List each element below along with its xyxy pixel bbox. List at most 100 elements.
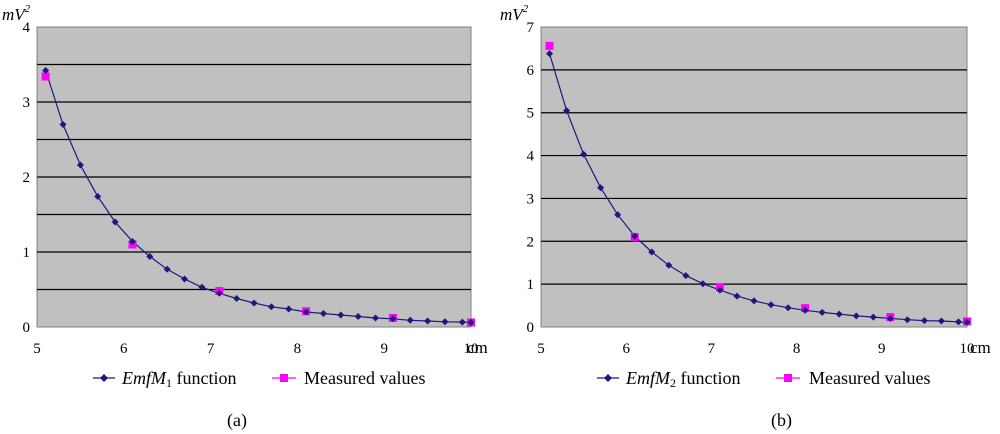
function-point-b-16	[818, 308, 826, 316]
legend-measured-marker-b	[784, 374, 792, 382]
function-point-b-5	[631, 232, 639, 240]
y-tick-label-b-6: 6	[527, 63, 535, 79]
y-tick-label-a-0: 0	[23, 320, 31, 336]
function-point-a-6	[146, 253, 154, 260]
function-point-b-8	[682, 272, 690, 280]
x-tick-label-b-1: 6	[622, 341, 630, 357]
function-point-b-7	[665, 261, 673, 269]
legend-b: EmfM2 function Measured values	[597, 368, 930, 390]
y-tick-label-a-1: 1	[23, 245, 31, 261]
legend-measured-label-a: Measured values	[304, 368, 425, 388]
function-point-b-11	[733, 292, 741, 300]
function-point-b-12	[750, 297, 758, 305]
caption-a: (a)	[227, 410, 247, 431]
function-point-a-10	[215, 289, 223, 297]
legend-function-label-b: EmfM2 function	[625, 368, 741, 390]
function-point-b-0	[546, 50, 554, 58]
x-axis-label-b: cm	[970, 338, 991, 357]
function-point-b-19	[869, 313, 877, 321]
y-tick-label-b-3: 3	[527, 191, 535, 207]
series-b	[545, 41, 971, 326]
y-tick-label-b-7: 7	[527, 20, 535, 36]
caption-b: (b)	[771, 410, 792, 431]
function-point-a-14	[285, 305, 293, 313]
function-point-b-14	[784, 304, 792, 312]
function-point-a-20	[389, 315, 397, 323]
y-tick-label-b-1: 1	[527, 277, 535, 293]
y-tick-label-b-0: 0	[527, 320, 535, 336]
function-point-a-15	[302, 308, 310, 316]
x-axis-label-a: cm	[467, 338, 488, 357]
function-point-b-4	[614, 211, 622, 219]
legend-function-label-a: EmfM1 function	[121, 368, 237, 390]
x-tick-label-a-4: 9	[380, 341, 388, 357]
function-point-a-13	[267, 303, 275, 311]
x-tick-labels-a: 5 6 7 8 9 10	[33, 341, 478, 357]
function-point-b-6	[648, 248, 656, 256]
y-tick-label-b-4: 4	[527, 149, 535, 165]
y-tick-labels-a: 0 1 2 3 4	[23, 20, 31, 336]
function-point-b-15	[801, 306, 809, 314]
y-axis-label-b: mV2	[500, 3, 529, 24]
chart-b: 0 1 2 3 4 5 6 7 5 6 7 8 9 10 mV2 cm EmfM2 function M…	[500, 3, 991, 431]
legend-measured-label-b: Measured values	[809, 368, 930, 388]
function-point-b-18	[852, 312, 860, 320]
y-axis-label-a: mV2	[2, 3, 31, 24]
function-point-b-24	[954, 318, 962, 326]
function-point-a-7	[163, 265, 171, 273]
x-tick-label-a-2: 7	[207, 341, 215, 357]
function-point-b-25	[963, 318, 971, 326]
function-point-b-10	[716, 286, 724, 294]
function-point-b-20	[886, 314, 894, 322]
function-point-b-2	[580, 150, 588, 158]
function-point-b-23	[937, 317, 945, 325]
series-a	[41, 67, 475, 327]
function-point-b-21	[903, 316, 911, 324]
function-point-a-25	[467, 319, 475, 326]
x-tick-label-b-5: 10	[960, 341, 975, 357]
plot-area-b	[540, 26, 968, 328]
function-point-a-3	[94, 193, 102, 200]
function-point-a-24	[458, 318, 466, 326]
function-point-a-21	[406, 316, 414, 324]
legend-function-marker-b	[604, 374, 612, 382]
gridlines-b	[541, 69, 967, 285]
legend-a: EmfM1 function Measured values	[93, 368, 425, 390]
measured-point-b-0	[545, 41, 554, 50]
y-tick-labels-b: 0 1 2 3 4 5 6 7	[527, 20, 535, 336]
function-point-a-4	[111, 218, 119, 226]
function-point-b-17	[835, 310, 843, 318]
x-tick-label-b-0: 5	[537, 341, 545, 357]
x-tick-label-b-2: 7	[708, 341, 716, 357]
x-tick-label-b-3: 8	[793, 341, 801, 357]
gridlines-a	[37, 63, 471, 291]
function-point-a-12	[250, 299, 258, 307]
legend-function-marker-a	[100, 374, 108, 382]
y-tick-label-b-5: 5	[527, 106, 535, 122]
y-tick-label-a-3: 3	[23, 95, 31, 111]
function-point-b-13	[767, 301, 775, 309]
x-tick-label-a-3: 8	[294, 341, 302, 357]
y-tick-label-a-4: 4	[23, 20, 31, 36]
y-tick-label-a-2: 2	[23, 170, 31, 186]
function-point-a-5	[128, 238, 136, 245]
chart-a: 0 1 2 3 4 5 6 7 8 9 10 mV2 cm EmfM1 function Meas…	[2, 3, 488, 431]
function-point-a-2	[76, 161, 84, 169]
measured-point-a-0	[41, 72, 50, 81]
function-point-b-1	[563, 107, 571, 115]
function-point-a-18	[354, 313, 362, 320]
function-point-b-22	[920, 317, 928, 325]
x-tick-label-a-5: 10	[464, 341, 479, 357]
x-tick-label-a-0: 5	[33, 341, 41, 357]
function-point-a-22	[424, 317, 432, 325]
function-point-a-23	[441, 318, 449, 326]
function-point-a-17	[337, 311, 345, 319]
function-point-a-16	[319, 310, 327, 317]
function-point-b-9	[699, 280, 707, 288]
function-point-b-3	[597, 184, 605, 192]
function-point-a-8	[181, 275, 189, 283]
y-tick-label-b-2: 2	[527, 234, 535, 250]
function-point-a-9	[198, 283, 206, 291]
x-tick-label-a-1: 6	[120, 341, 128, 357]
